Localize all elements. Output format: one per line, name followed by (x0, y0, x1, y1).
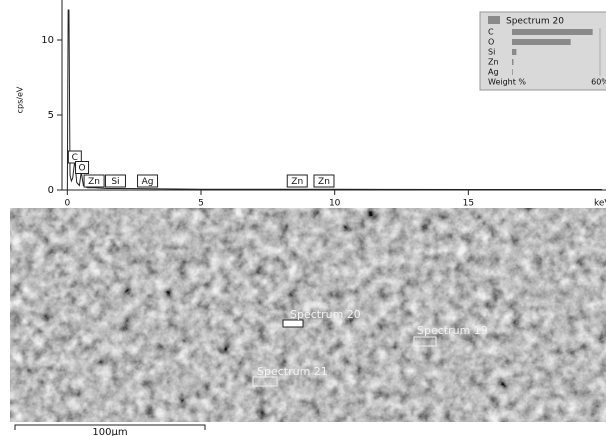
peak-label: Si (111, 177, 119, 187)
inset-category: O (488, 38, 494, 47)
peak-label: O (79, 164, 86, 174)
x-tick-label: 15 (463, 199, 474, 209)
page: Spectrum 20 Spectrum 19 Spectrum 21 100µ… (0, 0, 606, 436)
inset-bar (512, 59, 513, 65)
inset-category: C (488, 28, 494, 37)
legend-swatch (488, 16, 500, 24)
peak-label: Zn (88, 177, 100, 187)
region-box (283, 320, 303, 327)
inset-bar (512, 39, 571, 45)
scale-bar-label: 100µm (92, 427, 127, 436)
x-axis-label: keV (594, 199, 606, 209)
inset-x-label: Weight % (488, 78, 526, 87)
inset-category: Ag (488, 68, 499, 77)
peak-label: Ag (142, 177, 154, 187)
inset-category: Si (488, 48, 495, 57)
region-label: Spectrum 21 (257, 365, 328, 378)
inset-title: Spectrum 20 (506, 17, 564, 27)
inset-bar (512, 29, 593, 35)
y-tick-label: 5 (48, 110, 54, 121)
y-tick-label: 0 (48, 185, 54, 196)
inset-bar (512, 69, 513, 75)
peak-label: Zn (291, 177, 303, 187)
x-tick-label: 5 (198, 199, 204, 209)
inset-bar (512, 49, 516, 55)
y-axis-label: cps/eV (16, 86, 25, 113)
region-label: Spectrum 20 (290, 308, 361, 321)
region-label: Spectrum 19 (417, 324, 488, 337)
peak-label: Zn (318, 177, 330, 187)
y-tick-label: 10 (41, 35, 54, 46)
inset-category: Zn (488, 58, 499, 67)
x-tick-label: 0 (64, 199, 70, 209)
x-tick-label: 10 (329, 199, 341, 209)
inset-tick-label: 60% (591, 78, 606, 87)
